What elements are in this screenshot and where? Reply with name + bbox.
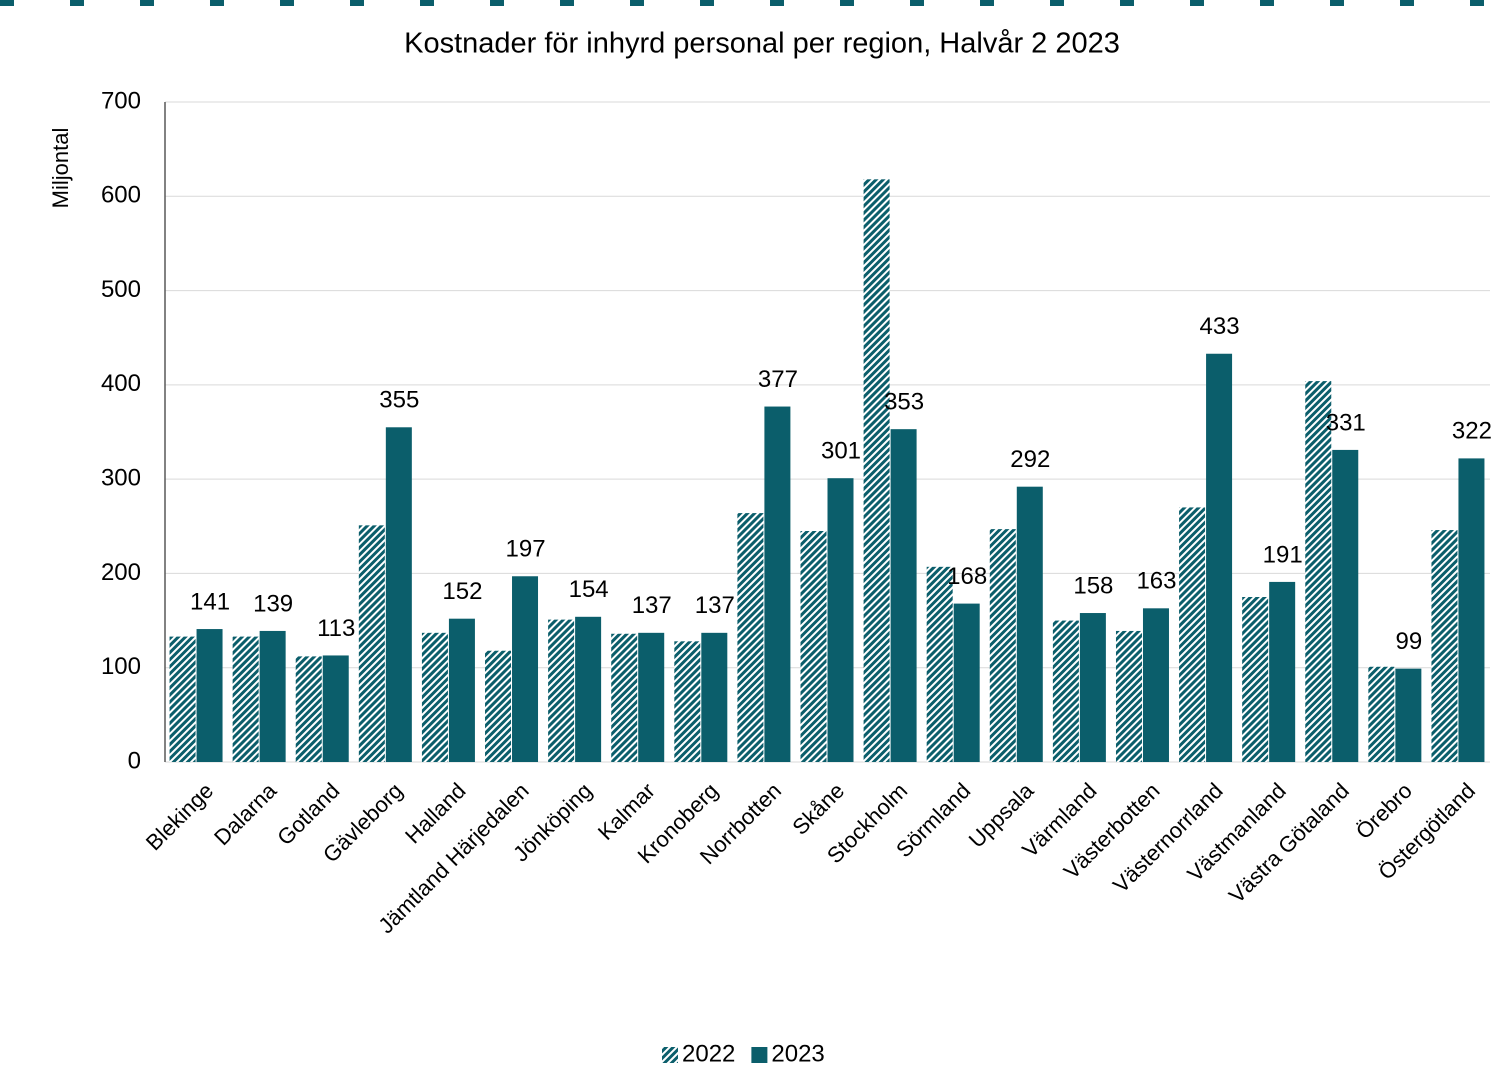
data-label: 152 [442, 578, 482, 605]
bar [196, 629, 223, 762]
bar [1395, 668, 1422, 762]
data-label: 141 [190, 588, 230, 615]
y-axis-label: Miljontal [48, 128, 73, 209]
legend-label: 2023 [771, 1040, 824, 1067]
y-tick-label: 600 [101, 182, 141, 209]
bar [1016, 486, 1043, 762]
bar [800, 531, 827, 762]
bar [1115, 630, 1142, 762]
data-label: 139 [253, 590, 293, 617]
chart-title: Kostnader för inhyrd personal per region… [404, 28, 1120, 60]
y-tick-label: 0 [128, 747, 141, 774]
data-label: 322 [1452, 418, 1492, 445]
data-label: 158 [1073, 572, 1113, 599]
bar [764, 406, 791, 762]
data-label: 137 [632, 592, 672, 619]
bar [1079, 613, 1106, 762]
bar [548, 619, 575, 762]
data-label: 292 [1010, 446, 1050, 473]
bar [512, 576, 539, 762]
bar [259, 630, 286, 762]
y-tick-label: 500 [101, 276, 141, 303]
legend-label: 2022 [682, 1040, 735, 1067]
x-tick-label: Blekinge [141, 778, 218, 855]
bar [863, 179, 890, 763]
bar [421, 632, 448, 762]
bar [638, 632, 665, 762]
bar [1269, 581, 1296, 762]
y-tick-label: 100 [101, 653, 141, 680]
bar [674, 641, 701, 762]
bar [1179, 507, 1206, 762]
bar [1431, 530, 1458, 762]
data-label: 355 [379, 387, 419, 414]
bar [1458, 458, 1485, 762]
bar [827, 478, 854, 762]
data-label: 197 [506, 536, 546, 563]
bar [1052, 620, 1079, 762]
data-label: 154 [569, 576, 609, 603]
data-label: 168 [947, 563, 987, 590]
data-label: 99 [1396, 628, 1423, 655]
data-label: 301 [821, 438, 861, 465]
bar [385, 427, 412, 762]
data-label: 113 [317, 615, 355, 642]
data-label: 137 [695, 592, 735, 619]
bar [232, 636, 259, 762]
legend-swatch [662, 1047, 678, 1063]
data-label: 433 [1200, 313, 1240, 340]
bar [989, 529, 1016, 762]
bar [1242, 597, 1269, 762]
bar [169, 636, 196, 762]
data-label: 331 [1326, 409, 1366, 436]
bar [295, 656, 322, 762]
y-tick-label: 700 [101, 87, 141, 114]
bar [1142, 608, 1169, 762]
bar [485, 650, 512, 762]
bar [575, 616, 602, 762]
data-label: 353 [884, 389, 924, 416]
bar [611, 633, 638, 762]
bar [358, 525, 385, 762]
data-label: 377 [758, 366, 798, 393]
y-tick-label: 400 [101, 370, 141, 397]
bar [1332, 449, 1359, 762]
bar [701, 632, 728, 762]
x-tick-label: Dalarna [209, 777, 282, 850]
x-tick-label: Västernorrland [1108, 778, 1228, 898]
bar [953, 603, 980, 762]
data-label: 191 [1263, 541, 1303, 568]
y-tick-label: 300 [101, 464, 141, 491]
legend-swatch [751, 1047, 768, 1063]
bar [890, 429, 917, 762]
x-tick-label: Skåne [787, 778, 849, 840]
bar [1305, 381, 1332, 762]
bar [322, 655, 349, 762]
bar [448, 618, 475, 762]
bar [1368, 666, 1395, 762]
bar [926, 566, 953, 762]
bar [737, 513, 764, 762]
y-tick-label: 200 [101, 559, 141, 586]
bar [1206, 353, 1233, 762]
data-label: 163 [1136, 568, 1176, 595]
